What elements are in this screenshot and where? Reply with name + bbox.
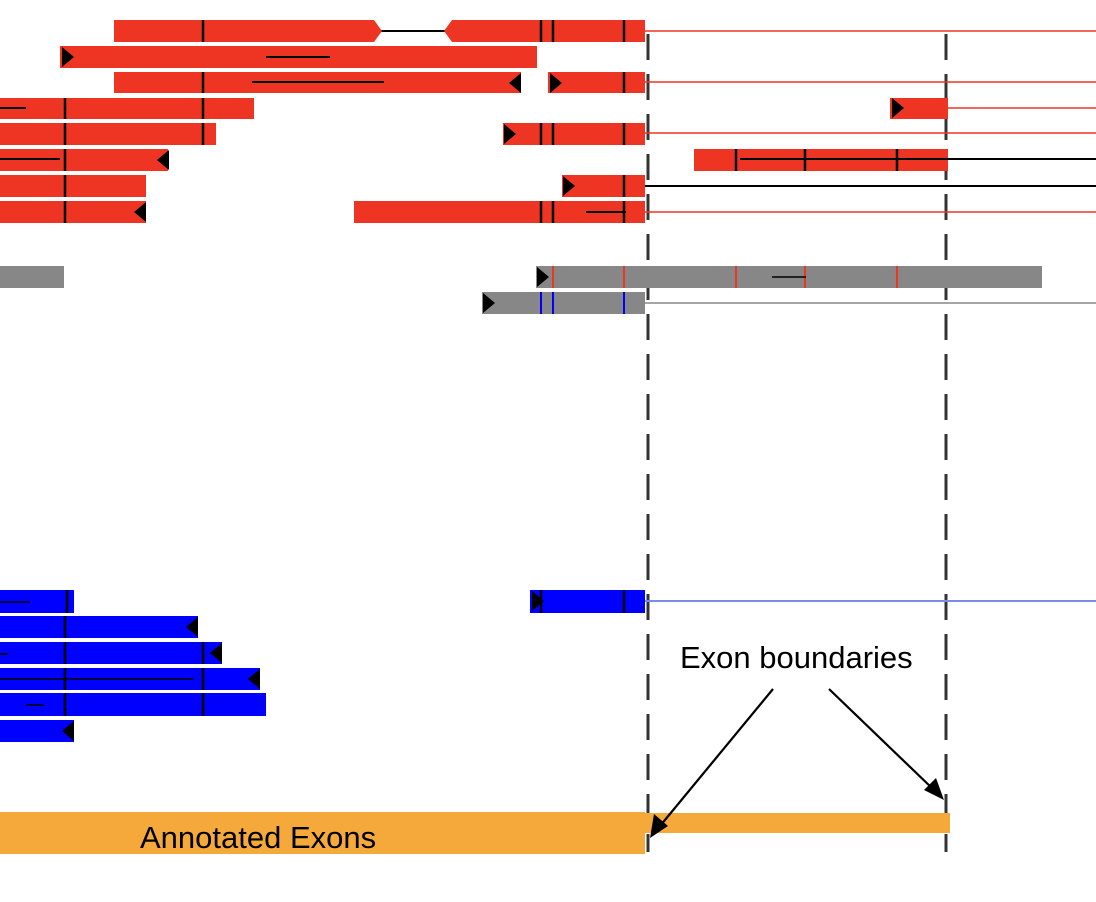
arrowhead-icon [650,814,668,838]
red-read-bar [503,123,645,145]
blue-read-bar [0,693,266,716]
arrowhead-right [504,124,516,144]
arrowhead-right [62,47,74,67]
arrow-to-left-boundary [659,688,774,827]
arrowhead-right [483,293,495,313]
red-read-bar [0,201,146,223]
red-reads-group [0,20,1096,223]
blue-read-bar [0,642,222,664]
gray-reads-group [0,266,1096,314]
red-read-bar [444,20,645,42]
gray-read-bar [0,266,64,288]
arrowhead-right [532,591,544,611]
red-read-bar [0,149,168,171]
blue-read-bar [0,720,74,742]
annotated-exons-label: Annotated Exons [140,820,376,855]
blue-read-bar [0,590,74,613]
arrowhead-right [537,267,549,287]
arrowhead-left [210,643,222,663]
red-read-bar [0,123,216,145]
arrowhead-right [563,176,575,196]
annotated-exons-group: Annotated Exons [0,812,950,855]
annotated-exon-bar [645,813,950,833]
red-read-bar [114,20,382,42]
annotated-exon-bar [0,812,645,854]
arrowhead-left [248,669,260,689]
arrowhead-icon [924,778,944,800]
red-read-bar [890,98,948,119]
arrowhead-left [62,721,74,741]
arrowhead-right [892,98,904,118]
arrowhead-left [157,150,169,170]
exon-boundaries-callout: Exon boundaries [650,640,944,838]
arrowhead-left [509,73,521,93]
red-read-bar [0,98,254,119]
red-read-bar [0,175,146,197]
red-read-bar [354,201,645,223]
arrowhead-left [134,202,146,222]
arrowhead-left [186,617,198,637]
gray-read-bar [482,292,645,314]
blue-reads-group [0,590,1096,742]
exon-boundaries-label: Exon boundaries [680,640,913,675]
red-read-bar [548,72,645,93]
arrow-to-right-boundary [828,688,935,791]
arrowhead-right [550,73,562,93]
blue-read-bar [0,616,198,638]
blue-read-bar [530,590,645,613]
